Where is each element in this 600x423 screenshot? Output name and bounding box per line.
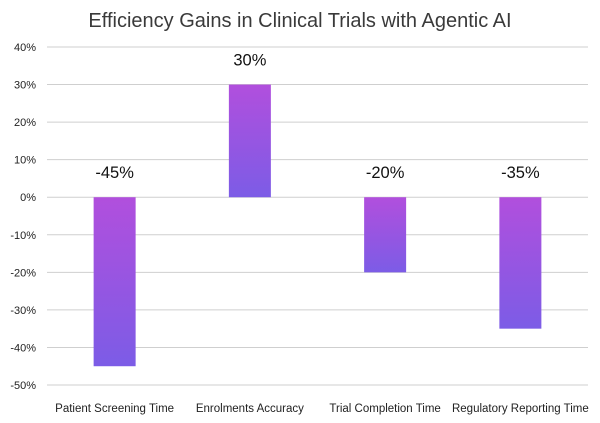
data-label: -35% (501, 164, 540, 182)
y-tick-label: 10% (14, 155, 36, 167)
x-axis-ticks: Patient Screening Time Enrolments Accurac… (55, 403, 589, 415)
y-tick-label: 0% (20, 192, 36, 204)
x-tick-label: Enrolments Accuracy (196, 403, 304, 415)
bar (93, 197, 136, 367)
x-tick-label: Trial Completion Time (329, 403, 440, 415)
bars (93, 84, 542, 367)
chart-title: Efficiency Gains in Clinical Trials with… (88, 10, 511, 32)
y-tick-label: -50% (10, 380, 36, 392)
bar (364, 197, 407, 273)
y-axis-ticks: 40% 30% 20% 10% 0% -10% -20% -30% -40% -50% (10, 42, 36, 392)
y-tick-label: 30% (14, 80, 36, 92)
y-tick-label: 40% (14, 42, 36, 54)
y-tick-label: -10% (10, 230, 36, 242)
bar (499, 197, 542, 329)
x-tick-label: Patient Screening Time (55, 403, 174, 415)
y-tick-label: -20% (10, 267, 36, 279)
data-label: 30% (233, 52, 266, 70)
y-tick-label: 20% (14, 117, 36, 129)
x-tick-label: Regulatory Reporting Time (452, 403, 589, 415)
y-tick-label: -40% (10, 342, 36, 354)
bar (228, 84, 271, 198)
gridlines (47, 46, 588, 386)
y-tick-label: -30% (10, 305, 36, 317)
data-label: -45% (95, 164, 134, 182)
data-labels: -45% 30% -20% -35% (95, 52, 540, 183)
data-label: -20% (366, 164, 405, 182)
